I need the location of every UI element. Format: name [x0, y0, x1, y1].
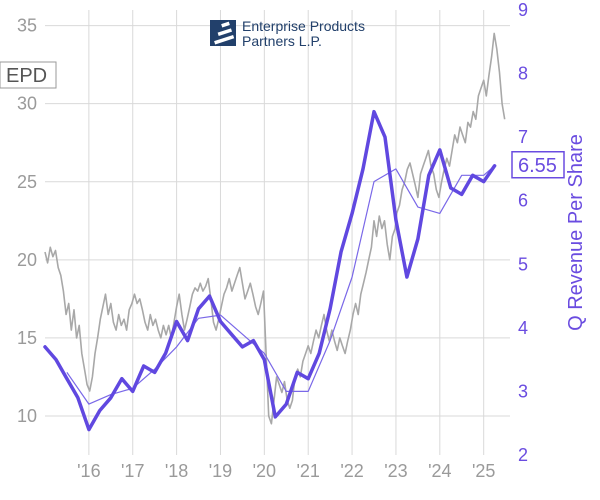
x-axis-tick-label: '21	[296, 461, 319, 481]
x-axis-tick-label: '25	[472, 461, 495, 481]
right-axis-tick-label: 4	[518, 318, 528, 338]
left-axis-tick-label: 25	[17, 172, 37, 192]
right-axis-tick-label: 9	[518, 0, 528, 20]
current-value-label: 6.55	[518, 155, 557, 177]
right-axis-tick-label: 3	[518, 381, 528, 401]
left-axis-tick-label: 10	[17, 406, 37, 426]
right-axis-tick-label: 5	[518, 254, 528, 274]
right-axis-title: Q Revenue Per Share	[565, 134, 587, 331]
x-axis-tick-label: '22	[340, 461, 363, 481]
left-axis-tick-label: 15	[17, 328, 37, 348]
right-axis-tick-label: 6	[518, 191, 528, 211]
right-axis-tick-label: 7	[518, 127, 528, 147]
left-axis-tick-label: 35	[17, 16, 37, 36]
chart-svg: 10 15 20 25 30 35 2 3 4 5 6 7 8 9 '16 '17 '18 '19 '20 '21 '2…	[0, 0, 600, 500]
company-name-line2: Partners L.P.	[242, 33, 322, 49]
revenue-thin-line	[67, 166, 495, 404]
left-axis-tick-label: 20	[17, 250, 37, 270]
chart-container: 10 15 20 25 30 35 2 3 4 5 6 7 8 9 '16 '17 '18 '19 '20 '21 '2…	[0, 0, 600, 500]
right-axis-tick-label: 2	[518, 445, 528, 465]
x-axis-tick-label: '17	[121, 461, 144, 481]
right-axis-tick-label: 8	[518, 64, 528, 84]
price-line	[45, 33, 505, 423]
x-axis-tick-label: '20	[253, 461, 276, 481]
ticker-label: EPD	[6, 65, 47, 87]
x-axis-tick-label: '24	[428, 461, 451, 481]
x-axis-tick-label: '16	[77, 461, 100, 481]
revenue-thick-line	[45, 112, 495, 430]
x-axis-tick-label: '18	[165, 461, 188, 481]
x-axis-tick-label: '19	[209, 461, 232, 481]
company-name-line1: Enterprise Products	[242, 18, 365, 34]
x-axis-tick-label: '23	[384, 461, 407, 481]
left-axis-tick-label: 30	[17, 94, 37, 114]
